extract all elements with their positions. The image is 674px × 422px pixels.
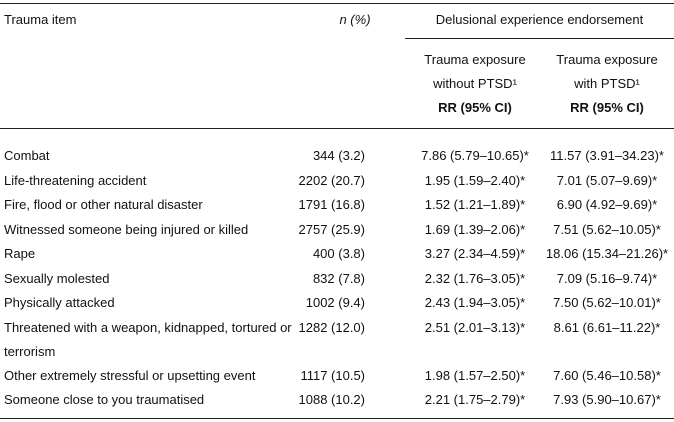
cell: 1117 (10.5) <box>300 367 365 383</box>
cell: 7.01 (5.07–9.69)* <box>556 172 658 188</box>
cell: 1002 (9.4) <box>305 295 365 310</box>
bottom-rule <box>0 418 674 419</box>
cell: 2.21 (1.75–2.79)* <box>424 392 526 407</box>
row-label: Physically attacked <box>4 295 115 310</box>
cell: 7.51 (5.62–10.05)* <box>553 221 661 237</box>
cell: 1282 (12.0) <box>298 319 366 335</box>
cell: 11.57 (3.91–34.23)* <box>550 148 664 163</box>
cell: 7.09 (5.16–9.74)* <box>556 270 658 286</box>
row-label: Rape <box>4 246 36 261</box>
cell: 1.52 (1.21–1.89)* <box>424 197 526 212</box>
cell: 1.98 (1.57–2.50)* <box>424 367 526 383</box>
col-header: n (%) <box>339 12 371 27</box>
row-label: Life-threatening accident <box>4 172 147 188</box>
group-rule <box>405 38 674 39</box>
cell: 2.32 (1.76–3.05)* <box>424 270 526 286</box>
cell: 7.86 (5.79–10.65)* <box>421 148 529 163</box>
cell: 7.60 (5.46–10.58)* <box>553 367 661 383</box>
col-subheader: without PTSD¹ <box>433 76 517 91</box>
cell: 3.27 (2.34–4.59)* <box>424 246 526 261</box>
cell: 1.95 (1.59–2.40)* <box>424 172 526 188</box>
cell: 18.06 (15.34–21.26)* <box>545 246 669 261</box>
col-subheader: RR (95% CI) <box>570 100 644 115</box>
col-subheader: RR (95% CI) <box>438 100 512 115</box>
cell: 1088 (10.2) <box>298 392 366 407</box>
cell: 6.90 (4.92–9.69)* <box>556 197 658 212</box>
top-rule <box>0 3 674 4</box>
row-label: Other extremely stressful or upsetting e… <box>4 367 256 383</box>
row-label: Witnessed someone being injured or kille… <box>4 221 249 237</box>
cell: 1.69 (1.39–2.06)* <box>424 221 526 237</box>
cell: 7.93 (5.90–10.67)* <box>553 392 661 407</box>
cell: 344 (3.2) <box>312 148 365 163</box>
cell: 2202 (20.7) <box>298 172 366 188</box>
cell: 400 (3.8) <box>312 246 365 261</box>
col-subheader: with PTSD¹ <box>574 76 640 91</box>
cell: 7.50 (5.62–10.01)* <box>553 295 661 310</box>
row-label: Fire, flood or other natural disaster <box>4 197 203 212</box>
col-subheader: Trauma exposure <box>424 52 526 67</box>
cell: 8.61 (6.61–11.22)* <box>553 319 661 335</box>
cell: 1791 (16.8) <box>298 197 366 212</box>
row-label: Sexually molested <box>4 270 110 286</box>
cell: 2.51 (2.01–3.13)* <box>424 319 526 335</box>
header-rule <box>0 128 674 129</box>
cell: 2757 (25.9) <box>298 221 366 237</box>
col-header: Trauma item <box>4 12 77 27</box>
cell: 2.43 (1.94–3.05)* <box>424 295 526 310</box>
cell: 832 (7.8) <box>312 270 365 286</box>
row-label: Threatened with a weapon, kidnapped, tor… <box>4 319 292 359</box>
group-header: Delusional experience endorsement <box>435 12 644 27</box>
col-subheader: Trauma exposure <box>556 52 658 67</box>
row-label: Someone close to you traumatised <box>4 392 205 407</box>
row-label: Combat <box>4 148 50 163</box>
